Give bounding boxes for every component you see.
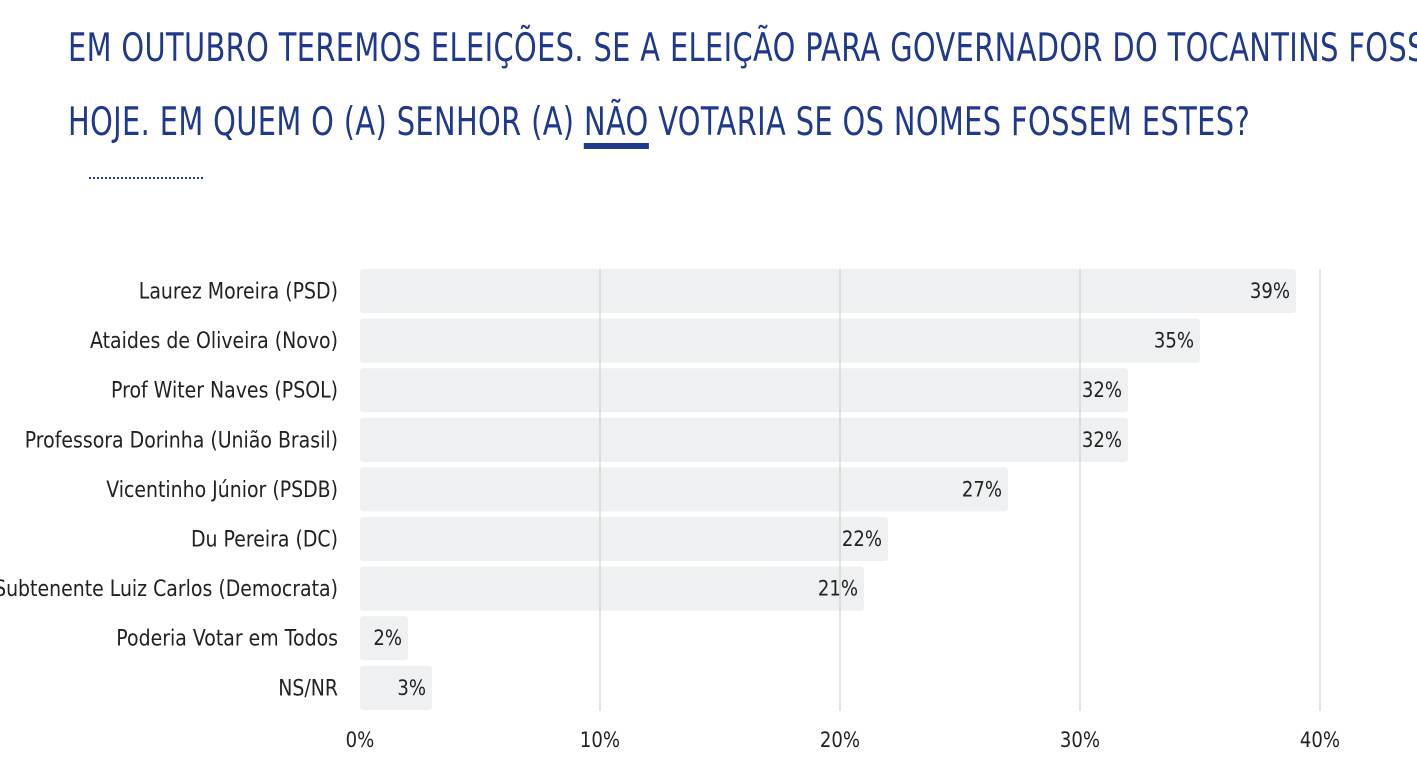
- bar-1: [360, 318, 1200, 363]
- data-label-4: 27%: [962, 477, 1002, 502]
- x-tick-label-4: 40%: [1300, 728, 1340, 753]
- category-label-6: Subtenente Luiz Carlos (Democrata): [0, 576, 338, 602]
- data-label-7: 2%: [373, 626, 402, 651]
- title-line-2-start: HOJE. EM QUEM O (A) SENHOR (A): [68, 100, 584, 145]
- title-line-2-end: VOTARIA SE OS NOMES FOSSEM ESTES?: [648, 100, 1251, 145]
- category-label-7: Poderia Votar em Todos: [116, 625, 338, 651]
- category-label-8: NS/NR: [278, 675, 338, 701]
- data-label-0: 39%: [1250, 279, 1290, 304]
- title-emphasis: NÃO: [583, 103, 649, 149]
- data-label-6: 21%: [818, 576, 858, 601]
- data-label-3: 32%: [1082, 427, 1122, 452]
- category-label-1: Ataides de Oliveira (Novo): [90, 328, 338, 354]
- bar-4: [360, 467, 1008, 512]
- bar-7: [360, 616, 408, 661]
- category-label-2: Prof Witer Naves (PSOL): [111, 377, 338, 403]
- bar-3: [360, 417, 1128, 462]
- bar-6: [360, 566, 864, 611]
- data-label-2: 32%: [1082, 378, 1122, 403]
- bar-0: [360, 269, 1296, 313]
- data-label-1: 35%: [1154, 328, 1194, 353]
- chart-title: EM OUTUBRO TEREMOS ELEIÇÕES. SE A ELEIÇÃ…: [68, 12, 1417, 160]
- x-tick-label-2: 20%: [820, 728, 860, 753]
- title-divider: [89, 177, 203, 179]
- category-label-3: Professora Dorinha (União Brasil): [25, 427, 338, 453]
- x-tick-label-3: 30%: [1060, 728, 1100, 753]
- x-tick-label-1: 10%: [580, 728, 620, 753]
- data-label-5: 22%: [842, 527, 882, 552]
- category-label-0: Laurez Moreira (PSD): [139, 278, 338, 304]
- bar-8: [360, 665, 432, 710]
- category-label-5: Du Pereira (DC): [191, 526, 338, 552]
- category-label-4: Vicentinho Júnior (PSDB): [106, 477, 338, 503]
- bar-2: [360, 368, 1128, 413]
- title-line-1: EM OUTUBRO TEREMOS ELEIÇÕES. SE A ELEIÇÃ…: [68, 26, 1417, 71]
- data-label-8: 3%: [397, 675, 426, 700]
- x-tick-label-0: 0%: [346, 728, 375, 753]
- bar-5: [360, 517, 888, 561]
